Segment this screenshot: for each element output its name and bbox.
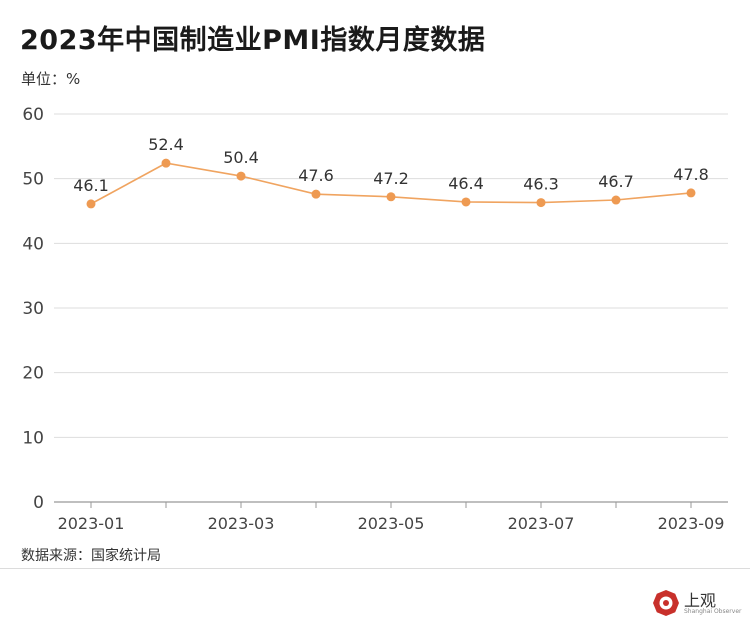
y-tick-label: 50 — [22, 170, 44, 190]
pmi-line-chart: 0 10 20 30 40 50 60 2023-01 2023-03 2023-05 2023-0… — [22, 105, 728, 533]
source-label: 数据来源：国家统计局 — [21, 548, 161, 564]
x-tick-label: 2023-03 — [208, 514, 275, 533]
publisher-logo: 上观 Shanghai Observer — [652, 585, 741, 625]
data-label: 52.4 — [148, 135, 184, 154]
data-point — [311, 189, 321, 199]
data-label: 46.4 — [448, 174, 484, 193]
data-label: 47.8 — [673, 165, 709, 184]
chart-title: 2023年中国制造业PMI指数月度数据 — [20, 25, 486, 56]
data-point — [686, 188, 696, 198]
data-point — [611, 195, 621, 205]
data-label: 46.1 — [73, 176, 109, 195]
unit-label: 单位：% — [21, 70, 81, 88]
data-point — [536, 198, 546, 208]
data-point — [161, 158, 171, 168]
x-tick-label: 2023-07 — [508, 514, 575, 533]
shanghai-observer-logo-icon — [653, 590, 679, 616]
y-tick-label: 20 — [22, 364, 44, 384]
data-label: 47.6 — [298, 166, 334, 185]
data-point — [86, 199, 96, 209]
data-label: 46.3 — [523, 175, 559, 194]
x-tick-label: 2023-09 — [658, 514, 725, 533]
footer-divider — [0, 568, 750, 569]
x-tick-label: 2023-01 — [58, 514, 125, 533]
data-label: 46.7 — [598, 172, 634, 191]
y-tick-label: 40 — [22, 234, 44, 254]
logo-subtext: Shanghai Observer — [684, 608, 742, 615]
data-point — [386, 192, 396, 202]
y-tick-label: 10 — [22, 428, 44, 448]
data-point — [461, 197, 471, 207]
data-label: 50.4 — [223, 148, 259, 167]
logo-text: 上观 — [684, 591, 717, 610]
x-tick-label: 2023-05 — [358, 514, 425, 533]
y-tick-label: 0 — [33, 493, 44, 513]
y-tick-label: 30 — [22, 299, 44, 319]
data-point — [236, 171, 246, 181]
y-tick-label: 60 — [22, 105, 44, 125]
data-label: 47.2 — [373, 169, 409, 188]
